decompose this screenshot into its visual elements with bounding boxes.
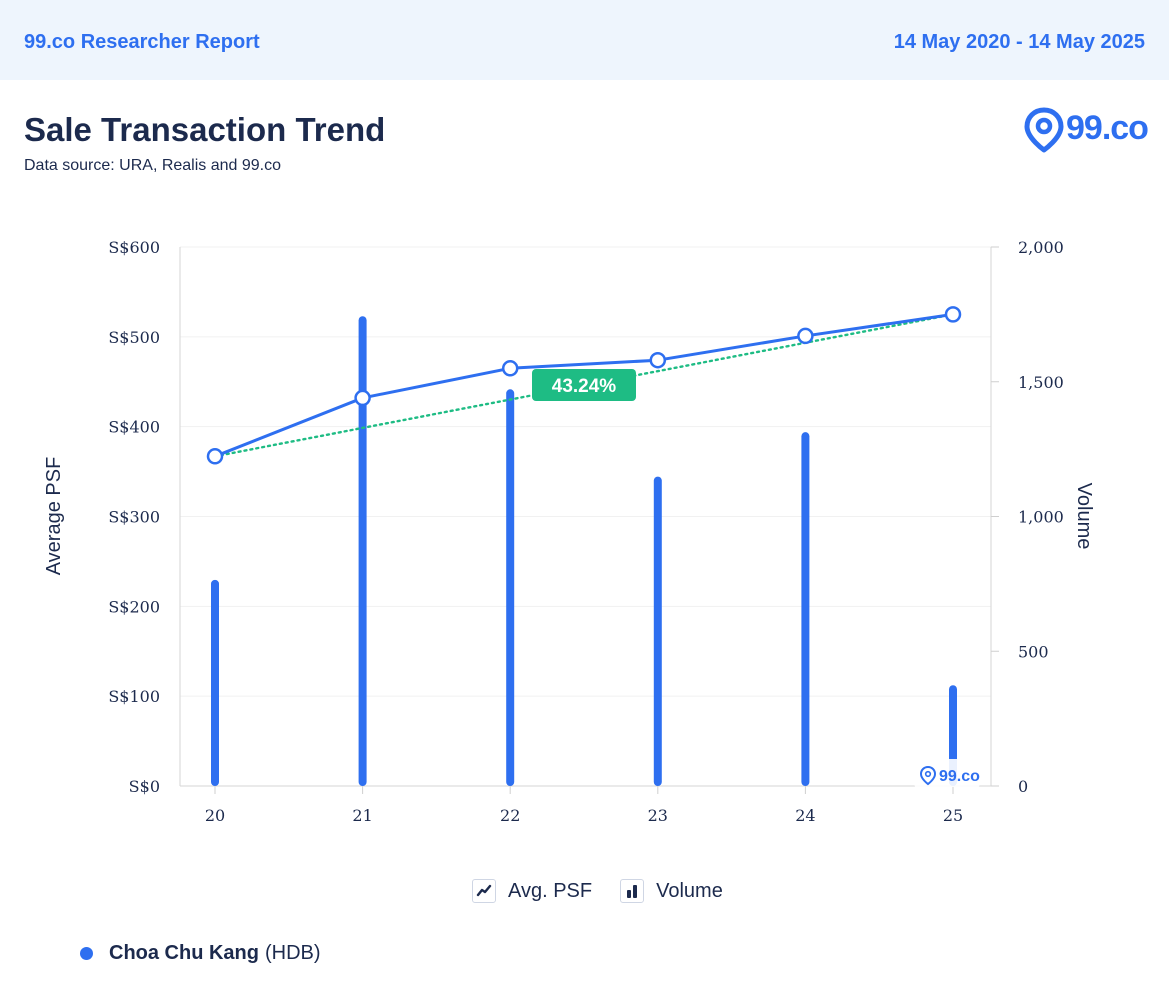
psf-point — [797, 327, 814, 345]
psf-line — [206, 306, 962, 465]
chart-axes — [179, 246, 999, 794]
y-tick-label: S$400 — [108, 418, 160, 437]
y-tick-label: S$100 — [108, 687, 160, 706]
watermark-pin-icon — [919, 765, 937, 786]
y2-tick-label: 1,000 — [1018, 508, 1064, 527]
y-axis-title: Average PSF — [43, 457, 65, 576]
bar-chart-icon — [620, 879, 645, 903]
x-tick-label: 22 — [500, 806, 520, 825]
chart-legend: Avg. PSF Volume — [472, 876, 741, 906]
page-title: Sale Transaction Trend — [24, 111, 386, 148]
y2-tick-label: 500 — [1018, 642, 1049, 661]
y2-axis-title: Volume — [1073, 483, 1095, 550]
data-source: Data source: URA, Realis and 99.co — [24, 157, 282, 174]
legend-label-psf: Avg. PSF — [508, 879, 593, 902]
x-tick-label: 23 — [648, 806, 668, 825]
volume-bar — [211, 579, 219, 786]
report-brand: 99.co Researcher Report — [24, 31, 260, 53]
x-tick-label: 25 — [943, 806, 963, 825]
watermark-text: 99.co — [939, 768, 980, 785]
map-pin-icon — [1024, 107, 1064, 153]
volume-bar — [358, 316, 367, 786]
psf-point — [206, 448, 224, 465]
psf-line-path — [214, 312, 954, 458]
location-type: (HDB) — [265, 942, 321, 964]
x-tick-label: 24 — [795, 806, 815, 825]
trend-badge-label: 43.24% — [552, 376, 617, 397]
trend-dotted-line — [213, 313, 955, 458]
trend-badge — [532, 369, 636, 401]
legend-item-psf[interactable]: Avg. PSF — [472, 879, 592, 903]
y-tick-label: S$300 — [108, 508, 160, 527]
legend-item-volume[interactable]: Volume — [620, 879, 723, 903]
tick-labels: S$0 S$100 S$200 S$300 S$400 S$500 S$600 0 500 1,0… — [43, 238, 1095, 825]
location-dot — [80, 947, 93, 960]
logo-text: 99.co — [1066, 109, 1149, 147]
y2-tick-label: 0 — [1018, 777, 1028, 796]
psf-point — [501, 360, 519, 377]
trend-line — [213, 313, 955, 458]
line-chart-icon — [472, 879, 496, 903]
y-tick-label: S$0 — [129, 777, 160, 796]
y2-tick-label: 2,000 — [1018, 238, 1064, 257]
grid-lines — [180, 246, 991, 697]
volume-bar — [653, 476, 662, 786]
trend-annotation: 43.24% — [532, 369, 636, 401]
legend-label-volume: Volume — [656, 879, 723, 902]
psf-point — [354, 389, 371, 407]
volume-bar — [801, 432, 810, 786]
watermark-pin-dot — [924, 770, 932, 778]
brand-logo: 99.co — [1024, 107, 1149, 155]
y-tick-label: S$600 — [108, 238, 160, 257]
location-name: Choa Chu Kang — [109, 942, 259, 964]
watermark-bg — [914, 759, 980, 787]
x-tick-label: 20 — [205, 806, 225, 825]
y2-tick-label: 1,500 — [1018, 373, 1064, 392]
y-tick-label: S$500 — [108, 328, 160, 347]
volume-bars — [211, 316, 957, 786]
location-label: Choa Chu Kang (HDB) — [80, 942, 321, 965]
volume-bar — [506, 389, 515, 786]
chart-watermark: 99.co — [914, 759, 980, 787]
report-header: 99.co Researcher Report 14 May 2020 - 14… — [0, 0, 1169, 80]
date-range: 14 May 2020 - 14 May 2025 — [893, 31, 1145, 53]
y-tick-label: S$200 — [108, 597, 160, 616]
psf-point — [944, 306, 962, 323]
psf-point — [649, 351, 667, 369]
x-tick-label: 21 — [352, 806, 372, 825]
